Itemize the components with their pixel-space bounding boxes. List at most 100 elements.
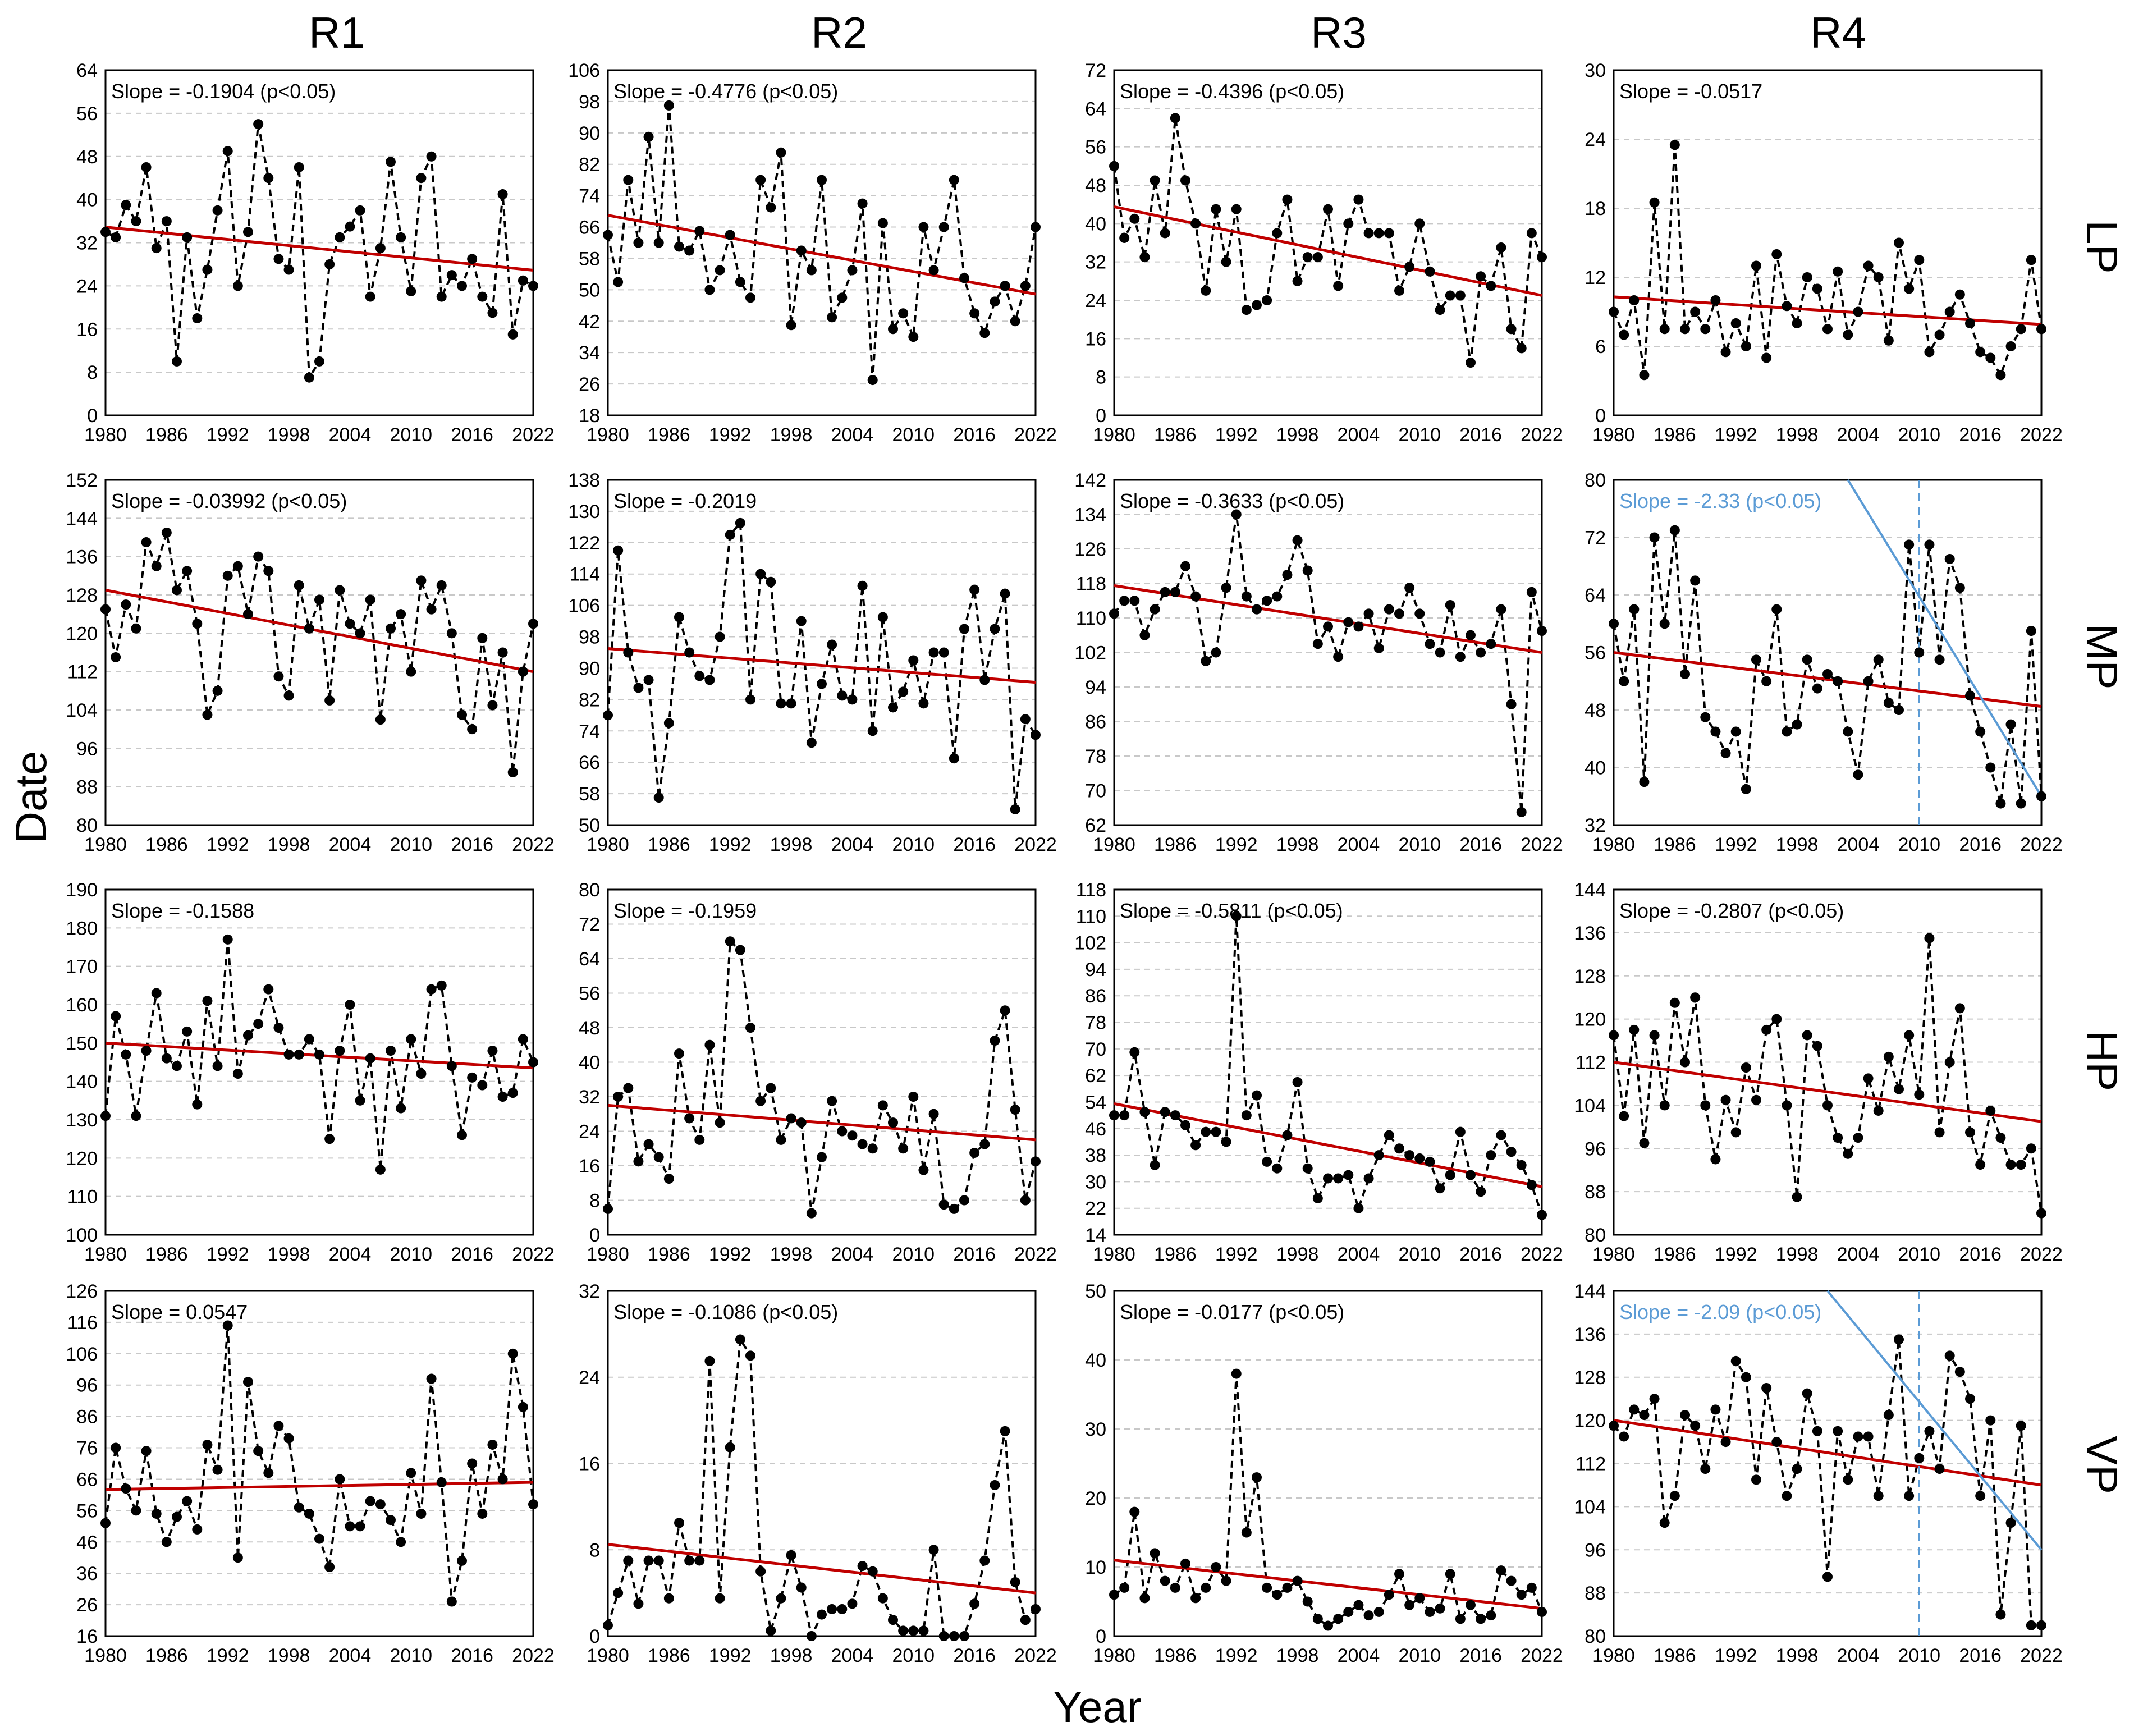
data-point [1843,726,1853,737]
y-tick-label: 78 [1085,746,1106,767]
x-axis-title: Year [1053,1682,1142,1732]
data-point [643,1139,654,1149]
x-tick-label: 1992 [1215,834,1258,855]
data-point [1526,587,1537,597]
data-point [212,685,223,696]
data-point [1506,699,1517,709]
y-tick-label: 102 [1074,933,1106,954]
x-tick-label: 2022 [1014,834,1057,855]
trend-line [105,589,534,674]
y-tick-label: 100 [66,1225,98,1246]
x-tick-label: 2010 [1398,1645,1441,1666]
x-tick-label: 2010 [1398,1244,1441,1265]
data-point [161,1537,172,1547]
data-point [1526,1180,1537,1190]
data-point [898,1625,909,1636]
data-point [487,1439,498,1450]
data-point [623,175,634,185]
slope-label: Slope = 0.0547 [111,1300,248,1323]
data-point [1761,352,1772,363]
x-tick-label: 1998 [1776,1645,1819,1666]
x-tick-label: 1992 [1215,1645,1258,1666]
column-header-r4: R4 [1810,8,1866,57]
data-point [192,1099,203,1110]
y-tick-label: 64 [76,60,98,81]
data-point [1000,1426,1010,1436]
data-point [725,1442,735,1453]
x-tick-label: 2022 [1521,1244,1563,1265]
data-point [1292,1575,1303,1586]
x-tick-label: 1980 [84,424,127,446]
data-point [507,1348,518,1359]
data-point [1619,1431,1629,1442]
data-point [663,100,674,111]
y-tick-label: 48 [1085,175,1106,196]
data-point [1384,1590,1394,1600]
panel-r3-hp: 14 22 30 38 46 54 62 70 78 86 94 102 110 118 1980 1986 1… [1074,880,1563,1265]
data-point [1751,260,1761,271]
data-point [1425,1606,1435,1617]
y-tick-label: 160 [66,995,98,1016]
data-point [898,686,909,697]
data-point [1211,204,1221,214]
data-point [755,1096,766,1106]
data-point [1221,583,1231,593]
data-point [335,232,345,242]
y-tick-label: 0 [1096,405,1106,427]
data-point [396,1103,406,1114]
x-tick-label: 1992 [709,834,752,855]
y-tick-label: 56 [76,1500,98,1522]
data-point [355,205,365,216]
y-tick-label: 36 [76,1563,98,1584]
panel-r2-vp: 0 8 16 24 32 1980 1986 1992 1998 2004 2010 2016 2022… [579,1281,1057,1666]
x-tick-label: 2016 [1959,424,2002,446]
data-point [2036,1620,2046,1630]
row-header-mp: MP [2077,624,2127,690]
data-point [1302,565,1313,576]
trend-line [607,1103,1036,1142]
data-point [243,227,253,237]
plot-frame [104,1290,534,1637]
x-tick-label: 1980 [587,834,629,855]
data-point [979,328,990,338]
data-point [827,639,837,650]
data-point [1730,1355,1741,1366]
data-point [1000,588,1010,599]
data-point [182,566,193,576]
data-point [1924,1426,1935,1436]
x-tick-label: 1992 [207,1244,249,1265]
data-point [1221,1575,1231,1586]
y-tick-label: 86 [1085,712,1106,733]
data-point [928,647,939,658]
row-header-hp: HP [2077,1030,2127,1091]
data-point [131,1505,141,1516]
data-point [786,698,796,709]
data-point [1863,676,1874,686]
data-point [827,1096,837,1106]
data-point [386,1515,396,1526]
data-point [837,292,848,303]
data-point [335,585,345,596]
data-point [507,767,518,778]
data-point [918,698,929,709]
y-tick-label: 0 [589,1626,600,1647]
data-point [355,1095,365,1106]
data-point [1272,591,1283,602]
x-tick-label: 1998 [268,1645,310,1666]
x-tick-label: 1980 [1592,834,1635,855]
data-point [436,1477,447,1488]
data-point [1690,575,1701,586]
data-point [745,292,755,303]
y-tick-label: 70 [1085,781,1106,802]
data-point [1031,1604,1041,1614]
data-point [2016,1421,2026,1431]
data-point [643,131,654,142]
data-point [1486,281,1496,291]
data-point [613,1588,624,1598]
data-point [1160,587,1170,597]
data-point [192,1524,203,1535]
data-point [243,1030,253,1041]
data-point [141,1446,152,1456]
y-tick-label: 106 [66,1344,98,1365]
data-point [1343,1170,1354,1180]
